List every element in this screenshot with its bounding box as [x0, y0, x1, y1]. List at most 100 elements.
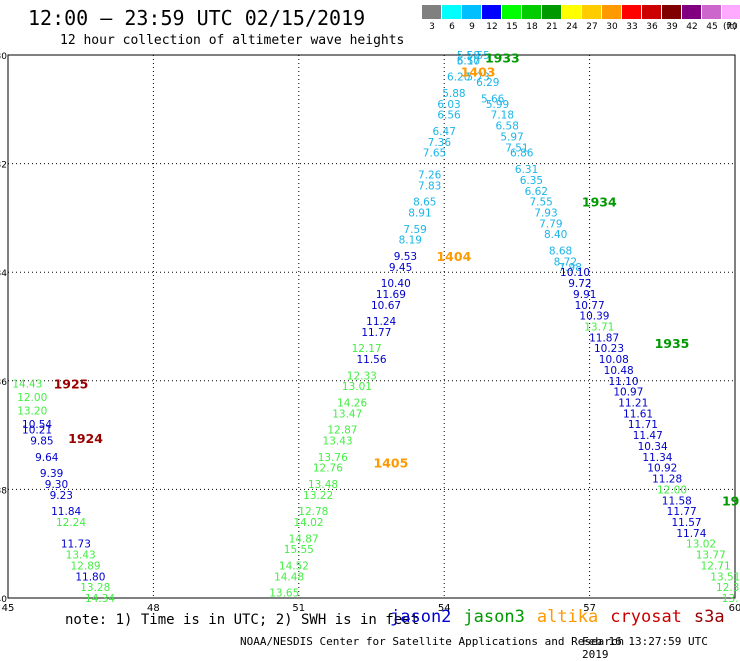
- wave-height-value: 5.88: [442, 88, 465, 100]
- scale-label: 15: [506, 22, 518, 32]
- wave-height-value: 11.74: [676, 528, 706, 540]
- wave-height-value: 13.47: [332, 408, 362, 420]
- wave-height-value: 7.55: [529, 197, 552, 209]
- pass-time-label: 1404: [436, 249, 471, 264]
- pass-time-label: 1934: [582, 195, 617, 210]
- scale-swatch: [622, 5, 642, 19]
- wave-height-value: 9.30: [45, 479, 68, 491]
- y-tick-label: -30: [0, 52, 7, 62]
- wave-height-value: 7.18: [491, 110, 514, 122]
- legend-s3a: s3a: [693, 607, 725, 627]
- scale-label: 3: [429, 22, 435, 32]
- wave-height-value: 10.40: [381, 278, 411, 290]
- wave-height-value: 7.59: [403, 224, 426, 236]
- wave-height-value: 14.48: [274, 571, 304, 583]
- scale-swatch: [422, 5, 442, 19]
- scale-swatch: [722, 5, 740, 19]
- wave-height-value: 5.57: [457, 55, 480, 67]
- wave-height-value: 13.76: [318, 452, 348, 464]
- wave-height-value: 13.01: [342, 381, 372, 393]
- x-tick-label: 51: [292, 603, 305, 614]
- wave-height-value: 11.58: [662, 495, 692, 507]
- scale-swatch: [662, 5, 682, 19]
- legend-cryosat: cryosat: [610, 607, 682, 627]
- footer-timestamp: Feb 16 13:27:59 UTC 2019: [582, 635, 708, 661]
- wave-height-value: 11.77: [361, 327, 391, 339]
- scale-swatch: [462, 5, 482, 19]
- pass-time-label: 1405: [373, 455, 408, 470]
- wave-height-value: 6.58: [496, 121, 519, 133]
- wave-height-value: 8.40: [544, 229, 567, 241]
- scale-label: 24: [566, 22, 578, 32]
- scale-swatch: [642, 5, 662, 19]
- wave-height-value: 14.02: [293, 517, 323, 529]
- wave-height-value: 7.79: [539, 218, 562, 230]
- wave-height-value: 11.10: [608, 376, 638, 388]
- wave-height-value: 11.61: [623, 408, 653, 420]
- legend-jason3: jason3: [463, 607, 525, 627]
- wave-height-value: 11.56: [356, 354, 386, 366]
- color-scale-unit: (ft): [723, 22, 737, 32]
- wave-height-value: 10.97: [613, 387, 643, 399]
- wave-height-value: 12.17: [352, 343, 382, 355]
- wave-height-value: 12.33: [347, 370, 377, 382]
- x-tick-label: 60: [729, 603, 740, 614]
- wave-height-value: 8.91: [408, 207, 431, 219]
- wave-height-value: 9.72: [568, 278, 591, 290]
- color-scale: [422, 5, 740, 19]
- wave-height-value: 12.71: [701, 560, 731, 572]
- wave-height-value: 8.72: [554, 256, 577, 268]
- wave-height-value: 10.10: [560, 267, 590, 279]
- wave-height-value: 6.47: [433, 126, 456, 138]
- wave-height-value: 9.45: [389, 262, 412, 274]
- wave-height-value: 13.: [722, 593, 739, 605]
- scale-swatch: [542, 5, 562, 19]
- wave-height-value: 11.77: [667, 506, 697, 518]
- legend-jason2: jason2: [390, 607, 452, 627]
- plot-frame: [7, 54, 736, 599]
- scale-swatch: [682, 5, 702, 19]
- scale-label: 33: [626, 22, 638, 32]
- scale-label: 70: [726, 22, 738, 32]
- wave-height-value: 13.43: [66, 550, 96, 562]
- wave-height-value: 6.03: [437, 99, 460, 111]
- wave-height-value: 12.78: [298, 506, 328, 518]
- x-tick-label: 45: [2, 603, 15, 614]
- wave-height-value: 12.3: [716, 582, 739, 594]
- wave-height-value: 7.26: [418, 169, 442, 181]
- wave-height-value: 6.10: [457, 55, 480, 67]
- wave-height-value: 12.76: [313, 463, 343, 475]
- wave-height-value: 10.34: [638, 441, 668, 453]
- scale-swatch: [502, 5, 522, 19]
- wave-height-value: 14.34: [85, 593, 115, 605]
- wave-height-value: 13.48: [308, 479, 338, 491]
- wave-height-value: 5.55: [466, 50, 489, 62]
- wave-height-value: 6.62: [525, 186, 548, 198]
- wave-height-value: 11.47: [633, 430, 663, 442]
- wave-height-value: 13.43: [323, 436, 353, 448]
- wave-height-value: 5.99: [486, 99, 509, 111]
- wave-height-value: 11.73: [61, 539, 91, 551]
- scale-label: 21: [546, 22, 558, 32]
- y-tick-label: -40: [0, 595, 7, 605]
- wave-height-value: 6.86: [510, 148, 534, 160]
- wave-height-value: 10.48: [604, 365, 634, 377]
- wave-height-value: 10.92: [647, 463, 677, 475]
- scale-label: 30: [606, 22, 618, 32]
- wave-height-value: 11.69: [376, 289, 406, 301]
- scale-swatch: [602, 5, 622, 19]
- wave-height-value: 8.65: [413, 197, 436, 209]
- pass-time-label: 1403: [461, 64, 496, 79]
- wave-height-value: 11.28: [652, 474, 682, 486]
- scale-label: 36: [646, 22, 658, 32]
- wave-height-value: 7.98: [559, 262, 582, 274]
- wave-height-value: 11.71: [628, 419, 658, 431]
- y-tick-label: -32: [0, 161, 7, 171]
- wave-height-value: 8.68: [549, 245, 572, 257]
- y-tick-label: -36: [0, 378, 7, 388]
- wave-height-value: 15.55: [284, 544, 314, 556]
- wave-height-value: 11.80: [75, 571, 105, 583]
- wave-height-value: 6.56: [437, 110, 461, 122]
- wave-height-value: 13.71: [584, 322, 614, 334]
- wave-height-value: 13.77: [696, 550, 726, 562]
